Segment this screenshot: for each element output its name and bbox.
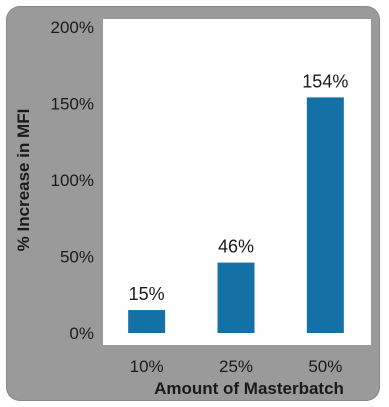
data-label: 15% <box>129 284 165 304</box>
y-tick-label: 100% <box>51 171 94 190</box>
bars <box>128 97 344 333</box>
data-label: 154% <box>302 71 348 91</box>
bar <box>128 310 166 333</box>
x-axis-ticks: 10% 25% 50% <box>130 357 343 376</box>
y-tick-label: 50% <box>60 248 94 267</box>
data-label: 46% <box>218 237 254 257</box>
x-tick-label: 25% <box>219 357 253 376</box>
y-axis-ticks: 0% 50% 100% 150% 200% <box>51 18 94 343</box>
data-labels: 15% 46% 154% <box>129 71 349 304</box>
y-tick-label: 200% <box>51 18 94 37</box>
x-tick-label: 10% <box>130 357 164 376</box>
bar <box>306 97 344 333</box>
y-tick-label: 0% <box>69 324 94 343</box>
y-axis-title: % Increase in MFI <box>14 109 33 252</box>
bar <box>217 262 255 333</box>
x-tick-label: 50% <box>308 357 342 376</box>
y-tick-label: 150% <box>51 95 94 114</box>
x-axis-title: Amount of Masterbatch <box>154 379 344 398</box>
